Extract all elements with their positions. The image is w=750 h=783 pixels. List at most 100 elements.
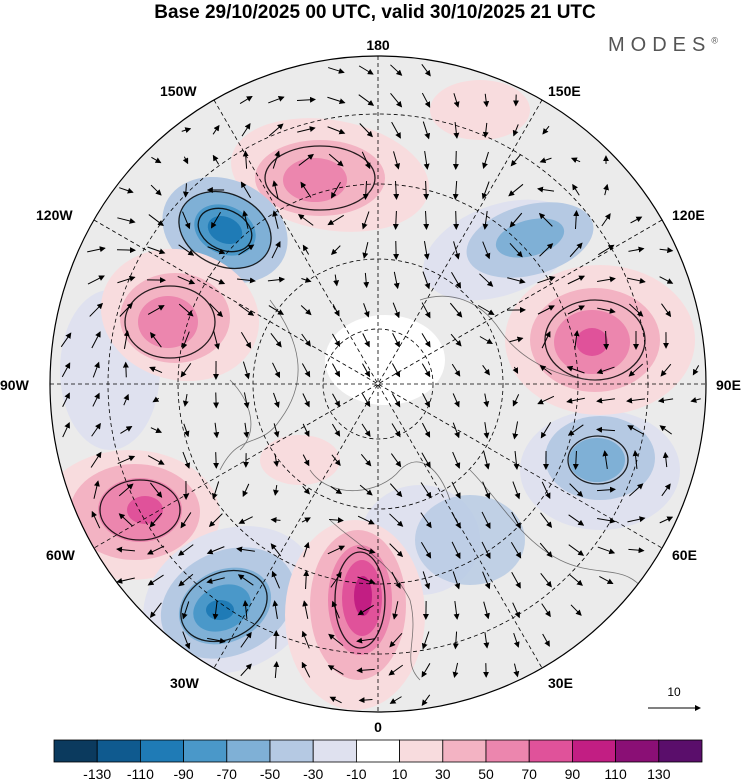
wind-arrow [420, 512, 432, 529]
wind-arrow [573, 210, 580, 230]
wind-arrow [303, 570, 310, 590]
wind-arrow [596, 366, 615, 375]
wind-arrow [212, 124, 220, 135]
wind-arrow [421, 452, 431, 469]
wind-arrow [421, 422, 431, 438]
wind-arrow [542, 125, 550, 135]
wind-arrow [150, 482, 163, 498]
anomaly-pos-0 [285, 520, 425, 710]
wind-arrow [118, 483, 134, 497]
wind-arrow [361, 211, 370, 230]
wind-arrow [300, 181, 312, 198]
wind-arrow [303, 541, 310, 558]
wind-arrow [483, 393, 490, 408]
wind-arrow [629, 303, 644, 317]
wind-arrow [91, 422, 101, 437]
wind-arrow [569, 483, 584, 498]
wind-arrow [147, 455, 165, 465]
wind-arrow [301, 630, 310, 649]
wind-arrow [272, 210, 279, 229]
wind-arrow [597, 307, 616, 314]
anomaly-pos-150w [231, 118, 429, 232]
wind-arrow [362, 242, 369, 259]
lon-label-90e: 90E [716, 377, 741, 393]
wind-arrow [271, 241, 281, 259]
wind-arrow [148, 214, 164, 227]
wind-arrow [539, 157, 552, 164]
wind-arrow [513, 663, 520, 678]
wind-arrow [363, 303, 370, 318]
wind-arrow [512, 394, 520, 407]
wind-arrow [302, 454, 310, 467]
wind-arrow [207, 275, 226, 285]
wind-arrow [632, 450, 639, 470]
wind-arrow [356, 667, 375, 674]
wind-arrow [327, 96, 346, 105]
wind-arrow [328, 153, 344, 167]
wind-arrow [357, 547, 376, 554]
wind-arrow [509, 336, 524, 343]
colorbar-label: -10 [346, 766, 367, 782]
wind-arrow [331, 600, 340, 619]
wind-arrow [393, 151, 400, 170]
colorbar-swatch [96, 739, 141, 763]
wind-arrow [389, 696, 402, 704]
wind-arrow [509, 243, 523, 258]
wind-arrow [483, 451, 490, 470]
wind-arrow [541, 330, 551, 349]
wind-arrow [603, 330, 610, 350]
colorbar-label: 10 [391, 766, 408, 782]
map-title: Base 29/10/2025 00 UTC, valid 30/10/2025… [154, 2, 596, 23]
wind-arrow [692, 365, 700, 376]
wind-arrow [272, 150, 281, 169]
wind-arrow [627, 516, 646, 523]
wind-arrow [213, 422, 220, 439]
wind-arrow [147, 305, 165, 315]
wind-arrow [512, 481, 521, 500]
wind-arrow [449, 302, 463, 318]
wind-arrow [566, 397, 585, 404]
wind-arrow [392, 210, 399, 230]
wind-arrow [270, 543, 282, 557]
wind-arrow [360, 454, 372, 467]
wind-arrow [301, 517, 311, 523]
wind-arrow [147, 246, 166, 255]
wind-arrow [599, 575, 614, 585]
wind-arrow [483, 93, 490, 108]
wind-arrow [453, 601, 460, 620]
wind-arrow [392, 601, 399, 620]
wind-arrow [119, 302, 133, 317]
wind-arrow [389, 513, 404, 527]
wind-arrow [120, 426, 133, 434]
wind-arrow [482, 211, 489, 230]
wind-arrow [177, 275, 196, 285]
lon-label-30w: 30W [170, 675, 200, 691]
wind-arrow [393, 271, 400, 290]
wind-arrow [659, 247, 674, 254]
wind-arrow [206, 546, 225, 555]
wind-arrow [512, 421, 519, 440]
wind-arrow [178, 244, 195, 256]
wind-arrow [568, 514, 585, 526]
map-border [49, 55, 707, 713]
wind-arrow [507, 277, 526, 284]
wind-arrow [422, 393, 430, 408]
wind-arrow [597, 276, 616, 283]
wind-arrow [359, 484, 373, 496]
wind-arrow [421, 694, 431, 706]
colorbar-label: 130 [647, 766, 671, 782]
colorbar-swatch [615, 739, 660, 763]
wind-arrow [539, 542, 553, 558]
wind-arrow [332, 393, 340, 408]
wind-arrow [627, 425, 645, 435]
colorbar-label: -50 [259, 766, 281, 782]
wind-arrow [238, 516, 253, 524]
wind-arrow [91, 510, 101, 529]
wind-arrow [296, 96, 316, 103]
wind-arrow [538, 212, 553, 227]
wind-arrow [567, 275, 586, 285]
wind-arrow [147, 574, 164, 586]
wind-arrow [626, 397, 645, 404]
wind-arrow [149, 366, 163, 374]
